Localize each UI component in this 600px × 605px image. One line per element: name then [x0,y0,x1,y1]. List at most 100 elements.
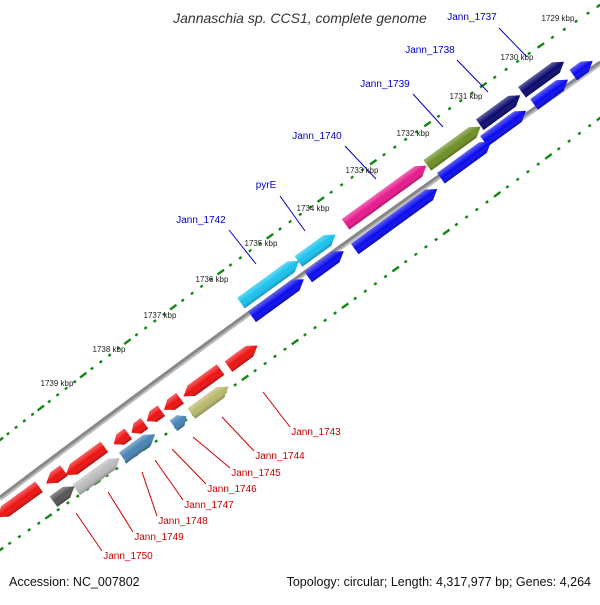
scale-label: 1738 kbp [93,345,126,354]
gene-Jann_1738-shade [475,95,521,130]
scale-tick [329,190,334,195]
gene-Jann_1744-shade [187,386,229,419]
gene-label-Jann_1744: Jann_1744 [255,451,305,462]
gene-arrow-blue-shade [350,189,438,255]
gene-arrow-blue [437,141,492,184]
gene-Jann_1749-shade [49,486,75,507]
accession-label: Accession: NC_007802 [9,575,140,589]
scale-tick [228,263,233,267]
scale-tick [308,205,313,209]
scale-tick [493,191,502,198]
scale-label: 1736 kbp [196,275,229,284]
scale-tick [266,232,274,240]
scale-tick [162,312,166,317]
scale-tick [199,284,204,289]
scale-tick [27,528,32,532]
scale-tick [30,412,35,417]
scale-tick [505,185,510,189]
gene-Jann_1742-shade [237,260,300,309]
gene-pyrE-shade [294,234,336,267]
gene-arrow-red-shade [131,418,149,434]
gene-arrow-red [65,441,109,476]
scale-tick [392,145,397,149]
scale-tick [253,368,258,373]
gene-label-Jann_1738: Jann_1738 [405,45,455,56]
scale-tick [134,332,139,337]
gene-arrow-red [0,481,43,518]
scale-tick [447,106,452,111]
scale-label: 1729 kbp [542,14,575,23]
scale-tick [313,325,317,330]
leader-line [456,59,489,93]
gene-arrow-red [183,364,225,397]
gene-Jann_1744 [187,386,229,419]
scale-tick [22,419,27,423]
scale-tick [544,153,553,160]
scale-tick [258,241,262,246]
scale-tick [79,371,88,379]
scale-tick [567,139,572,143]
scale-tick [373,281,378,286]
scale-tick [474,207,479,212]
topology-label: Topology: circular; Length: 4,317,977 bp… [286,575,591,589]
scale-tick [413,252,418,257]
gene-arrow-blue-shade [530,79,568,110]
scale-tick [288,219,293,224]
scale-tick [152,319,157,323]
scale-tick [216,268,225,276]
gene-arrow-red [224,345,258,372]
scale-tick [323,318,328,323]
scale-tick [116,346,121,351]
scale-tick [556,146,561,151]
scale-tick [7,541,12,546]
leader-line [221,416,255,452]
scale-tick [238,256,243,260]
scale-tick [263,361,268,366]
scale-tick [298,212,303,217]
scale-tick [98,359,103,364]
scale-tick [143,326,148,330]
gene-Jann_1737 [518,61,565,98]
leader-line [498,27,528,58]
scale-label: 1730 kbp [501,53,534,62]
gene-arrow-blue [350,189,438,255]
scale-tick [283,347,287,352]
scale-tick [233,383,238,387]
gene-label-Jann_1737: Jann_1737 [447,12,497,23]
gene-arrow-blue-shade [480,110,527,147]
scale-tick [241,374,250,382]
scale-tick [464,215,469,219]
scale-tick [180,298,185,303]
gene-arrow-blue [248,279,304,323]
scale-tick [341,302,350,310]
scale-tick [369,158,378,166]
scale-tick [65,501,70,505]
gene-arrow-blue [530,79,568,110]
gene-label-Jann_1742: Jann_1742 [176,215,226,226]
gene-arrow-blue [304,251,344,283]
leader-line [228,229,257,265]
gene-arrow-blue [480,110,527,147]
leader-line [171,448,207,485]
gene-Jann_1740 [341,165,427,230]
scale-label: 1737 kbp [144,311,177,320]
scale-tick [485,200,489,204]
scale-tick [14,425,19,430]
scale-tick [577,131,582,136]
scale-tick [574,19,579,24]
gene-label-Jann_1746: Jann_1746 [207,484,257,495]
scale-tick [303,332,307,337]
scale-tick [434,237,439,242]
gene-Jann_1750 [72,458,120,496]
scale-tick [163,432,168,436]
leader-line [75,512,103,552]
scale-tick [333,311,338,315]
gene-arrow-blue [569,60,593,81]
scale-tick [536,162,541,166]
scale-tick [414,129,419,134]
scale-tick [316,196,325,203]
gene-label-Jann_1748: Jann_1748 [158,516,208,527]
gene-label-Jann_1739: Jann_1739 [360,79,410,90]
scale-tick [527,51,532,56]
gene-arrow-red-shade [46,465,68,484]
